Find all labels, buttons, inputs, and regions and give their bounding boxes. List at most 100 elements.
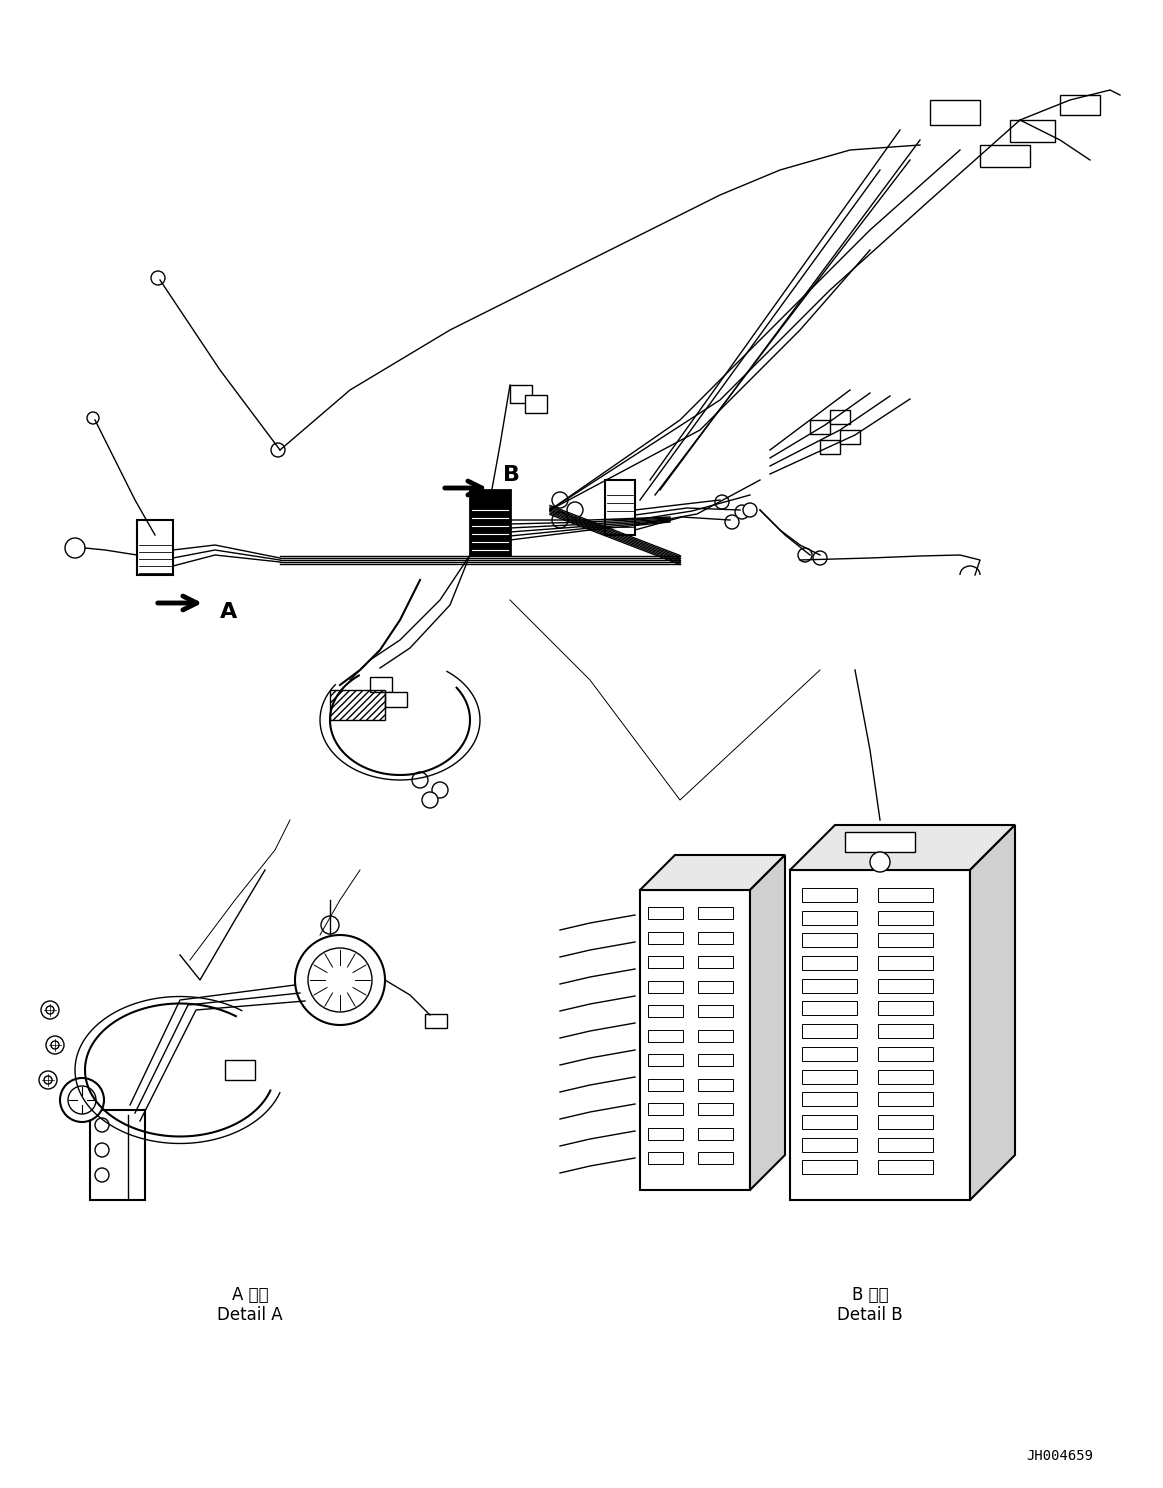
Circle shape	[412, 772, 428, 789]
Text: B 詳細: B 詳細	[851, 1286, 889, 1303]
Bar	[878, 1161, 933, 1174]
Text: Detail A: Detail A	[217, 1306, 283, 1324]
Bar	[878, 1048, 933, 1061]
Bar	[224, 1059, 255, 1080]
Circle shape	[41, 1001, 59, 1019]
Bar	[385, 692, 407, 707]
Circle shape	[321, 917, 338, 934]
Circle shape	[40, 1071, 57, 1089]
Bar	[648, 1152, 683, 1165]
Bar	[698, 957, 733, 969]
Circle shape	[67, 1086, 97, 1115]
Bar	[878, 957, 933, 970]
Bar	[648, 1030, 683, 1042]
Bar	[802, 1138, 857, 1152]
Circle shape	[271, 443, 285, 457]
Circle shape	[295, 934, 385, 1025]
Bar	[980, 144, 1030, 167]
Circle shape	[87, 412, 99, 424]
Bar	[648, 957, 683, 969]
Bar	[878, 1138, 933, 1152]
Bar	[878, 979, 933, 992]
Bar	[809, 420, 830, 434]
Bar	[511, 385, 531, 403]
Circle shape	[95, 1168, 109, 1181]
Bar	[878, 911, 933, 924]
Bar	[90, 1110, 145, 1199]
Bar	[698, 931, 733, 943]
Bar	[648, 1006, 683, 1018]
Bar	[840, 430, 859, 443]
Circle shape	[51, 1042, 59, 1049]
Text: A 詳細: A 詳細	[231, 1286, 269, 1303]
Bar	[802, 888, 857, 902]
Bar	[470, 490, 511, 555]
Bar	[878, 888, 933, 902]
Bar	[698, 1030, 733, 1042]
Bar	[698, 1152, 733, 1165]
Bar	[930, 100, 980, 125]
Circle shape	[60, 1077, 104, 1122]
Polygon shape	[640, 856, 785, 890]
Circle shape	[743, 503, 757, 516]
Bar	[802, 1024, 857, 1039]
Bar	[648, 981, 683, 992]
Bar	[802, 1070, 857, 1083]
Bar	[698, 1104, 733, 1116]
Bar	[698, 1128, 733, 1140]
Bar	[698, 1006, 733, 1018]
Bar	[698, 1055, 733, 1067]
Bar	[698, 908, 733, 920]
Bar	[878, 933, 933, 948]
Bar	[648, 1104, 683, 1116]
Bar	[1059, 95, 1100, 115]
Circle shape	[65, 539, 85, 558]
Bar	[648, 931, 683, 943]
Polygon shape	[970, 824, 1015, 1199]
Bar	[802, 933, 857, 948]
Bar	[802, 1092, 857, 1106]
Circle shape	[568, 501, 583, 518]
Bar	[605, 481, 635, 536]
Text: JH004659: JH004659	[1027, 1449, 1093, 1463]
Bar	[648, 1055, 683, 1067]
Circle shape	[47, 1036, 64, 1054]
Circle shape	[798, 548, 812, 562]
Bar	[648, 1079, 683, 1091]
Bar	[802, 1115, 857, 1129]
Bar	[648, 1128, 683, 1140]
Circle shape	[151, 271, 165, 286]
Circle shape	[870, 853, 890, 872]
Circle shape	[725, 515, 739, 530]
Polygon shape	[790, 824, 1015, 870]
Bar	[878, 1024, 933, 1039]
Bar	[802, 979, 857, 992]
Bar	[330, 690, 385, 720]
Bar	[878, 1001, 933, 1015]
Bar	[878, 1070, 933, 1083]
Circle shape	[44, 1076, 52, 1083]
Bar	[1009, 121, 1055, 141]
Bar	[698, 1079, 733, 1091]
Bar	[802, 957, 857, 970]
Bar	[698, 981, 733, 992]
Circle shape	[431, 783, 448, 798]
Bar	[802, 911, 857, 924]
Circle shape	[735, 504, 749, 519]
Circle shape	[95, 1117, 109, 1132]
Bar	[878, 1115, 933, 1129]
Text: Detail B: Detail B	[837, 1306, 902, 1324]
Bar	[830, 411, 850, 424]
Circle shape	[308, 948, 372, 1012]
Bar	[137, 519, 173, 574]
Text: A: A	[220, 603, 237, 622]
Bar	[802, 1001, 857, 1015]
Circle shape	[813, 551, 827, 565]
Bar	[820, 440, 840, 454]
Circle shape	[552, 493, 568, 507]
Bar	[878, 1092, 933, 1106]
Text: B: B	[504, 464, 520, 485]
Bar	[802, 1048, 857, 1061]
Bar	[648, 908, 683, 920]
Circle shape	[715, 496, 729, 509]
